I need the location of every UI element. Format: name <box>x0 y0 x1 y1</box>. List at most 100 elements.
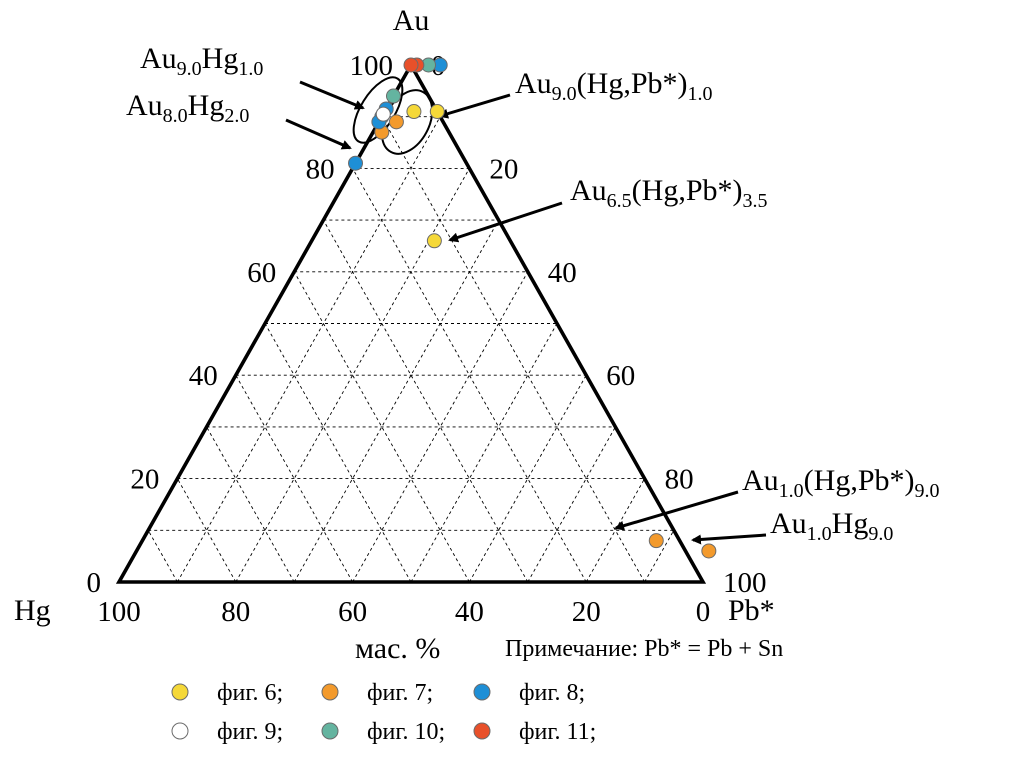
data-point-series-1 <box>429 104 445 120</box>
data-points <box>348 57 717 559</box>
data-point-series-2 <box>648 533 664 549</box>
tick-label-right: 60 <box>606 360 635 392</box>
annotation-subscript: 1.0 <box>779 480 804 502</box>
tick-label-left: 20 <box>130 464 159 496</box>
annotation-mid: (Hg,Pb*) <box>577 67 688 100</box>
grid-line-pb <box>644 530 675 583</box>
annotation-au1-hgpb9: Au1.0(Hg,Pb*)9.0 <box>742 464 940 502</box>
legend-label-series-3: фиг. 8; <box>519 680 585 706</box>
tick-label-bottom: 80 <box>221 596 250 628</box>
data-point-series-2 <box>701 543 717 559</box>
annotation-subscript: 3.5 <box>743 190 768 212</box>
unit-label: мас. % <box>355 632 440 665</box>
annotation-mid: Hg <box>188 89 225 122</box>
data-point-series-1 <box>406 104 422 120</box>
grid-line-pb <box>235 168 470 583</box>
data-point-series-5 <box>385 88 401 104</box>
legend-marker-series-4 <box>171 722 189 740</box>
annotation-base: Au <box>770 507 807 540</box>
ternary-grid <box>147 116 675 583</box>
annotation-arrow-au1-hg9 <box>691 533 767 545</box>
grid-line-pb <box>352 271 529 583</box>
annotation-subscript: 1.0 <box>238 58 263 80</box>
annotation-mid: Hg <box>832 507 869 540</box>
annotation-base: Au <box>126 89 163 122</box>
grid-line-pb <box>410 323 558 583</box>
data-point-series-1 <box>426 233 442 249</box>
data-point-series-4 <box>375 106 391 122</box>
legend-label-series-5: фиг. 10; <box>367 719 445 745</box>
tick-label-right: 20 <box>489 153 518 185</box>
annotation-base: Au <box>515 67 552 100</box>
tick-label-bottom: 20 <box>572 596 601 628</box>
tick-label-bottom: 60 <box>338 596 367 628</box>
annotation-au1-hg9: Au1.0Hg9.0 <box>770 507 893 545</box>
annotation-au8-hg2: Au8.0Hg2.0 <box>126 89 249 127</box>
grid-line-pb <box>585 478 645 583</box>
tick-label-left: 60 <box>247 257 276 289</box>
annotation-mid: (Hg,Pb*) <box>804 464 915 497</box>
tick-label-left: 0 <box>87 567 102 599</box>
annotations: Au9.0Hg1.0Au8.0Hg2.0Au9.0(Hg,Pb*)1.0Au6.… <box>126 42 940 545</box>
vertex-label-top: Au <box>393 4 430 37</box>
data-point-series-6 <box>403 57 419 73</box>
legend-marker-series-1 <box>171 683 189 701</box>
grid-line-pb <box>293 219 499 583</box>
annotation-au65-hgpb35: Au6.5(Hg,Pb*)3.5 <box>570 174 768 212</box>
tick-label-left: 40 <box>189 360 218 392</box>
grid-line-hg <box>323 219 529 583</box>
annotation-au9-hg1: Au9.0Hg1.0 <box>140 42 263 80</box>
grid-line-hg <box>206 426 295 583</box>
data-point-series-2 <box>388 114 404 130</box>
legend-label-series-4: фиг. 9; <box>217 719 283 745</box>
vertex-label-left: Hg <box>14 594 51 627</box>
data-point-series-3 <box>348 155 364 171</box>
annotation-subscript: 1.0 <box>807 523 832 545</box>
annotation-subscript: 1.0 <box>688 83 713 105</box>
tick-label-right: 40 <box>548 257 577 289</box>
legend-marker-series-3 <box>473 683 491 701</box>
grid-line-hg <box>293 271 470 583</box>
tick-label-bottom: 40 <box>455 596 484 628</box>
tick-label-bottom: 0 <box>696 596 711 628</box>
annotation-au9-hgpb1: Au9.0(Hg,Pb*)1.0 <box>515 67 713 105</box>
tick-label-right: 80 <box>665 464 694 496</box>
tick-label-left: 100 <box>350 50 394 82</box>
legend-marker-series-5 <box>321 722 339 740</box>
grid-line-pb <box>527 426 616 583</box>
annotation-subscript: 9.0 <box>552 83 577 105</box>
annotation-base: Au <box>742 464 779 497</box>
annotation-base: Au <box>140 42 177 75</box>
tick-label-right: 100 <box>723 567 767 599</box>
legend-marker-series-2 <box>321 683 339 701</box>
annotation-arrow-au9-hg1 <box>299 80 365 110</box>
legend: фиг. 6; фиг. 7; фиг. 8; фиг. 9; фиг. 10; фиг.… <box>171 680 596 745</box>
annotation-subscript: 9.0 <box>868 523 893 545</box>
annotation-subscript: 8.0 <box>163 105 188 127</box>
legend-label-series-1: фиг. 6; <box>217 680 283 706</box>
tick-labels: 020406080100020406080100100806040200 <box>87 50 767 628</box>
legend-marker-series-6 <box>473 722 491 740</box>
tick-label-left: 80 <box>306 153 335 185</box>
note-label: Примечание: Pb* = Pb + Sn <box>505 636 783 662</box>
annotation-arrows <box>285 80 767 545</box>
annotation-mid: (Hg,Pb*) <box>632 174 743 207</box>
annotation-subscript: 9.0 <box>177 58 202 80</box>
grid-line-hg <box>264 323 412 583</box>
annotation-arrow-au65-hgpb35 <box>448 201 563 243</box>
annotation-subscript: 6.5 <box>607 190 632 212</box>
legend-label-series-2: фиг. 7; <box>367 680 433 706</box>
annotation-subscript: 9.0 <box>915 480 940 502</box>
annotation-arrow-au1-hgpb9 <box>614 490 739 531</box>
ternary-triangle-frame <box>115 61 707 584</box>
grid-line-hg <box>147 530 178 583</box>
vertex-label-right: Pb* <box>728 594 775 627</box>
grid-line-pb <box>177 116 441 583</box>
tick-label-bottom: 100 <box>97 596 141 628</box>
annotation-base: Au <box>570 174 607 207</box>
grid-line-hg <box>352 168 587 583</box>
grid-line-hg <box>381 116 645 583</box>
grid-line-hg <box>177 478 237 583</box>
annotation-subscript: 2.0 <box>224 105 249 127</box>
